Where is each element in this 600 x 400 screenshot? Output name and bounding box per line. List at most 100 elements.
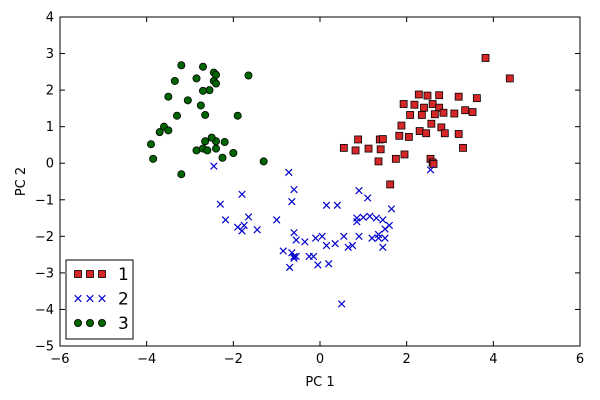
data-point xyxy=(344,243,352,252)
data-point xyxy=(216,200,225,208)
legend-marker xyxy=(98,318,107,327)
data-point xyxy=(423,91,432,100)
data-point xyxy=(410,100,419,109)
y-tick-label: 4 xyxy=(46,11,54,26)
data-point xyxy=(435,103,444,112)
data-point xyxy=(238,190,246,199)
data-point xyxy=(363,194,372,202)
series-2 xyxy=(210,162,435,308)
axis-ticks: −6 −4 −2 0 2 4 6 −5 −4 −3 −2 −1 0 1 2 3 4 xyxy=(35,11,584,368)
data-point xyxy=(376,145,385,154)
data-point xyxy=(205,86,214,95)
data-point xyxy=(400,150,409,159)
data-point xyxy=(201,137,210,146)
data-point xyxy=(354,135,363,144)
data-point xyxy=(318,232,326,241)
data-point xyxy=(229,148,238,157)
data-point xyxy=(183,96,192,105)
data-point xyxy=(414,90,423,99)
data-point xyxy=(428,100,437,108)
series-3 xyxy=(146,61,268,179)
legend-marker xyxy=(86,318,95,327)
y-tick-label: −2 xyxy=(35,230,54,245)
data-point xyxy=(314,261,322,269)
data-point xyxy=(415,127,424,135)
data-point xyxy=(172,111,181,120)
legend-label: 2 xyxy=(118,290,129,310)
legend-marker xyxy=(86,270,94,278)
data-point xyxy=(372,214,381,222)
x-axis-label: PC 1 xyxy=(305,375,334,390)
x-tick-label: 2 xyxy=(403,352,411,367)
data-point xyxy=(259,157,268,166)
data-point xyxy=(386,180,395,189)
data-point xyxy=(351,146,360,155)
data-point xyxy=(374,230,383,239)
data-point xyxy=(288,197,296,206)
data-point xyxy=(322,241,331,250)
legend: 1 2 3 xyxy=(65,259,134,340)
x-tick-label: −4 xyxy=(137,352,156,367)
data-point xyxy=(220,138,229,147)
data-point xyxy=(198,86,207,95)
data-point xyxy=(272,216,281,224)
data-point xyxy=(311,234,320,242)
data-point xyxy=(426,166,435,174)
data-point xyxy=(218,153,227,162)
data-point xyxy=(454,130,463,138)
data-point xyxy=(211,144,220,153)
data-point xyxy=(210,162,218,170)
data-points xyxy=(146,54,514,308)
data-point xyxy=(221,216,230,224)
data-point xyxy=(427,119,436,128)
data-point xyxy=(505,74,514,83)
data-point xyxy=(244,71,253,80)
data-point xyxy=(211,79,220,88)
data-point xyxy=(322,201,331,209)
data-point xyxy=(399,100,408,108)
data-point xyxy=(290,185,298,194)
data-point xyxy=(333,201,342,209)
x-tick-label: −6 xyxy=(50,352,69,367)
legend-entry: 1 xyxy=(74,265,129,285)
data-point xyxy=(395,131,404,140)
y-tick-label: −3 xyxy=(35,266,54,281)
data-point xyxy=(207,133,216,142)
data-point xyxy=(387,205,396,213)
data-point xyxy=(459,143,467,152)
data-point xyxy=(379,216,387,224)
data-point xyxy=(253,226,261,234)
data-point xyxy=(177,61,186,70)
legend-marker xyxy=(86,294,94,303)
data-point xyxy=(355,232,363,241)
data-point xyxy=(292,236,300,244)
data-point xyxy=(359,213,368,222)
data-point xyxy=(404,133,413,141)
data-point xyxy=(192,146,201,155)
data-point xyxy=(378,135,387,143)
data-point xyxy=(420,103,428,112)
data-point xyxy=(198,62,207,71)
x-tick-label: 4 xyxy=(489,352,497,367)
data-point xyxy=(439,108,448,117)
data-point xyxy=(391,154,400,163)
legend-label: 1 xyxy=(118,265,129,285)
y-tick-label: 3 xyxy=(46,47,54,62)
y-axis-label: PC 2 xyxy=(14,167,29,196)
data-point xyxy=(233,111,242,120)
data-point xyxy=(430,110,439,119)
data-point xyxy=(149,154,158,163)
legend-marker xyxy=(74,294,82,303)
data-point xyxy=(368,234,376,242)
legend-label: 3 xyxy=(118,314,129,334)
x-tick-label: 0 xyxy=(316,352,324,367)
data-point xyxy=(440,129,449,138)
data-point xyxy=(331,239,339,248)
data-point xyxy=(155,128,164,137)
data-point xyxy=(290,228,298,237)
data-point xyxy=(364,144,373,153)
data-point xyxy=(379,243,387,252)
legend-marker xyxy=(98,270,106,278)
data-point xyxy=(339,143,348,152)
data-point xyxy=(417,111,426,119)
